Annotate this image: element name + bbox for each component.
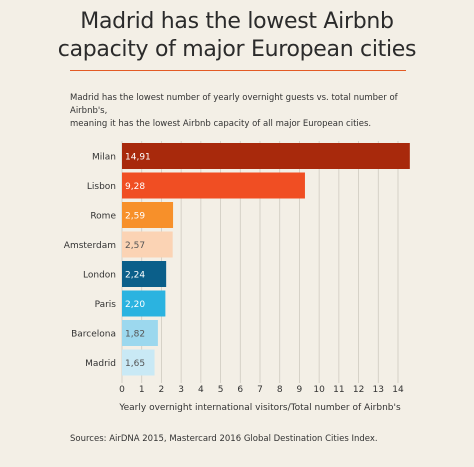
x-tick-label: 0 (119, 385, 125, 395)
bar-milan (122, 143, 410, 169)
category-label: London (83, 271, 116, 281)
data-label: 9,28 (125, 182, 145, 192)
x-tick-label: 6 (237, 385, 243, 395)
bar-rome (122, 202, 174, 228)
data-label: 14,91 (125, 153, 151, 163)
data-label: 1,65 (125, 359, 145, 369)
category-label: Lisbon (87, 182, 116, 192)
x-tick-label: 8 (277, 385, 283, 395)
x-tick-label: 1 (139, 385, 145, 395)
x-tick-label: 14 (392, 385, 404, 395)
title-line-1: Madrid has the lowest Airbnb (80, 9, 394, 34)
chart-subtitle: Madrid has the lowest number of yearly o… (70, 92, 415, 131)
subtitle-line-1: Madrid has the lowest number of yearly o… (70, 93, 398, 116)
bar-amsterdam (122, 231, 173, 258)
x-tick-label: 11 (333, 385, 344, 395)
x-tick-label: 13 (373, 385, 384, 395)
x-tick-label: 4 (198, 385, 204, 395)
category-label: Madrid (85, 359, 116, 369)
data-label: 2,57 (125, 241, 145, 251)
x-tick-label: 10 (313, 385, 325, 395)
x-tick-label: 3 (178, 385, 184, 395)
bar-barcelona (122, 320, 158, 346)
source-note: Sources: AirDNA 2015, Mastercard 2016 Gl… (70, 434, 378, 444)
data-label: 1,82 (125, 330, 145, 340)
bar-lisbon (122, 172, 305, 199)
x-tick-label: 5 (218, 385, 224, 395)
chart-title: Madrid has the lowest Airbnb capacity of… (0, 8, 474, 64)
bar-madrid (122, 349, 155, 376)
bar-london (122, 261, 167, 287)
subtitle-line-2: meaning it has the lowest Airbnb capacit… (70, 119, 372, 129)
x-axis-title: Yearly overnight international visitors/… (118, 403, 401, 413)
category-label: Rome (90, 212, 116, 222)
category-label: Milan (92, 153, 116, 163)
x-tick-label: 12 (353, 385, 364, 395)
x-tick-label: 9 (297, 385, 303, 395)
title-divider (70, 70, 406, 71)
category-label: Barcelona (71, 330, 116, 340)
data-label: 2,24 (125, 271, 145, 281)
category-label: Paris (95, 300, 117, 310)
data-label: 2,59 (125, 212, 145, 222)
x-tick-label: 2 (159, 385, 165, 395)
bar-paris (122, 290, 166, 317)
title-line-2: capacity of major European cities (57, 37, 417, 62)
category-label: Amsterdam (64, 241, 116, 251)
data-label: 2,20 (125, 300, 145, 310)
x-tick-label: 7 (257, 385, 263, 395)
